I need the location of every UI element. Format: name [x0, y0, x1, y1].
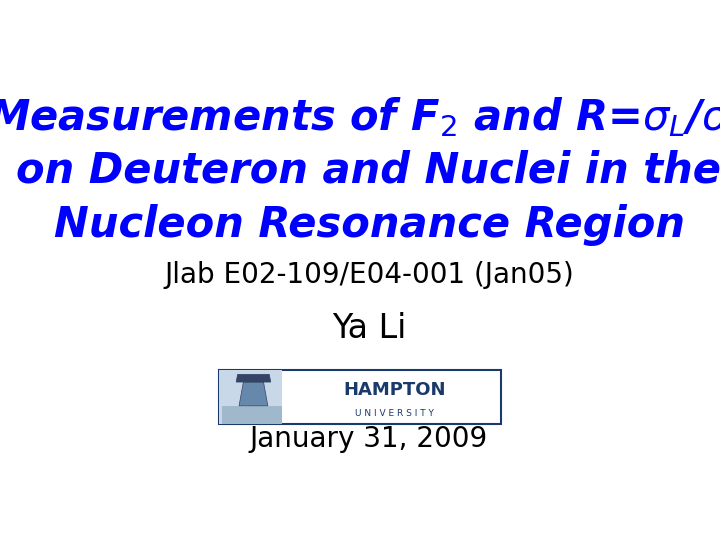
FancyBboxPatch shape: [222, 406, 282, 423]
Text: U N I V E R S I T Y: U N I V E R S I T Y: [355, 409, 434, 418]
Polygon shape: [236, 374, 271, 382]
Text: January 31, 2009: January 31, 2009: [250, 425, 488, 453]
Text: Measurements of F$_2$ and R=$\sigma_L$/$\sigma_T$: Measurements of F$_2$ and R=$\sigma_L$/$…: [0, 95, 720, 139]
Polygon shape: [239, 382, 268, 406]
Text: Nucleon Resonance Region: Nucleon Resonance Region: [53, 204, 685, 246]
Text: on Deuteron and Nuclei in the: on Deuteron and Nuclei in the: [17, 150, 720, 192]
Text: Ya Li: Ya Li: [332, 312, 406, 346]
FancyBboxPatch shape: [219, 370, 282, 423]
FancyBboxPatch shape: [219, 370, 501, 423]
Text: Jlab E02-109/E04-001 (Jan05): Jlab E02-109/E04-001 (Jan05): [164, 261, 574, 289]
Text: HAMPTON: HAMPTON: [343, 381, 446, 399]
